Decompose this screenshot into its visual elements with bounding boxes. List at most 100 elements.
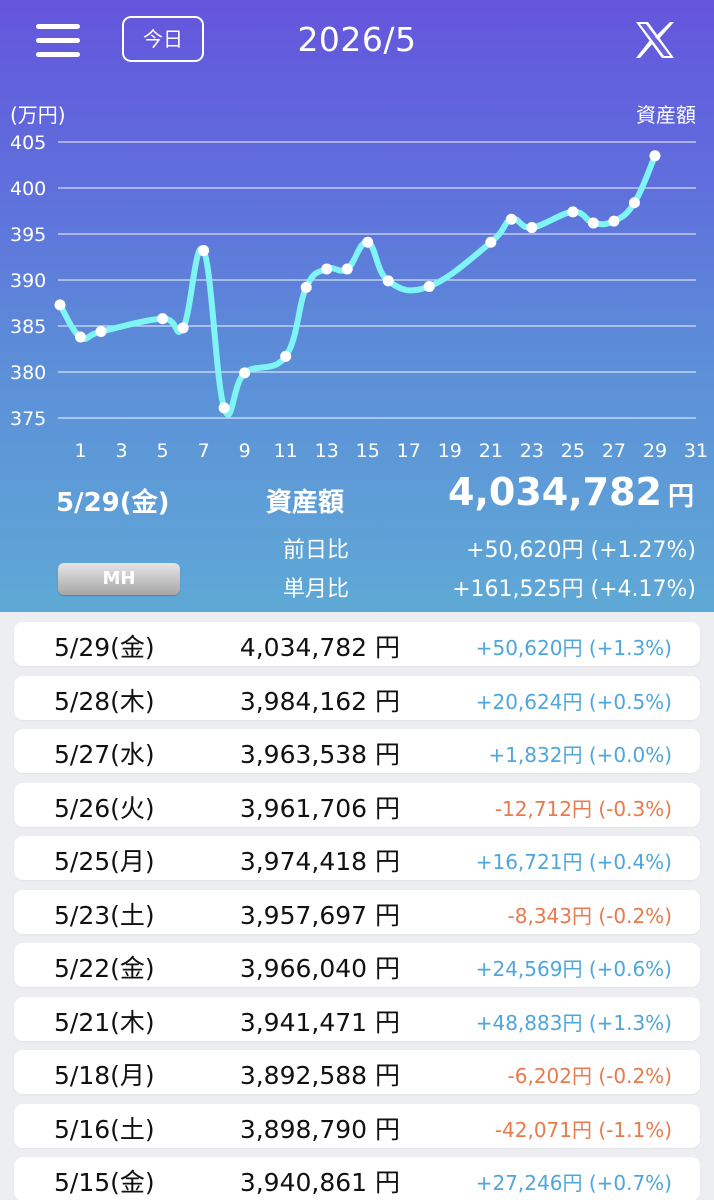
list-item[interactable]: 5/15(金) 3,940,861 円 +27,246円 (+0.7%) <box>14 1157 700 1200</box>
data-point <box>54 299 66 311</box>
data-point <box>567 206 579 218</box>
y-tick-label: 375 <box>10 408 46 430</box>
x-tick-label: 31 <box>684 440 708 460</box>
row-amount: 3,966,040 円 <box>239 954 400 983</box>
list-item[interactable]: 5/22(金) 3,966,040 円 +24,569円 (+0.6%) <box>14 943 700 987</box>
x-tick-label: 3 <box>116 440 128 460</box>
row-diff: -12,712円 (-0.3%) <box>494 796 672 821</box>
row-diff: +20,624円 (+0.5%) <box>475 689 672 714</box>
x-tick-label: 13 <box>315 440 339 460</box>
mh-button[interactable]: MH <box>58 563 180 595</box>
row-date: 5/15(金) <box>54 1168 155 1197</box>
y-tick-labels: 405 400 395 390 385 380 375 <box>10 132 46 430</box>
list-item[interactable]: 5/23(土) 3,957,697 円 -8,343円 (-0.2%) <box>14 889 700 934</box>
x-tick-label: 15 <box>356 440 380 460</box>
x-logo-icon[interactable] <box>634 20 676 60</box>
list-item[interactable]: 5/28(木) 3,984,162 円 +20,624円 (+0.5%) <box>14 675 700 720</box>
x-tick-label: 27 <box>602 440 626 460</box>
x-tick-label: 23 <box>520 440 544 460</box>
data-point <box>95 326 107 338</box>
data-point <box>75 331 87 343</box>
list-item[interactable]: 5/18(月) 3,892,588 円 -6,202円 (-0.2%) <box>14 1050 700 1094</box>
data-point <box>382 275 394 287</box>
row-diff: +16,721円 (+0.4%) <box>475 850 672 874</box>
y-tick-label: 400 <box>10 178 46 200</box>
menu-bar <box>36 24 80 29</box>
prev-day-value: +50,620円 (+1.27%) <box>466 538 696 563</box>
row-date: 5/23(土) <box>54 900 155 930</box>
row-date: 5/22(金) <box>54 954 155 983</box>
data-point <box>608 215 620 227</box>
y-tick-label: 405 <box>10 132 46 154</box>
menu-bar <box>36 52 80 57</box>
menu-bar <box>36 38 80 43</box>
summary-amount: 4,034,782 <box>448 470 662 514</box>
data-point <box>423 280 435 292</box>
row-diff: +50,620円 (+1.3%) <box>475 636 672 660</box>
list-item[interactable]: 5/21(木) 3,941,471 円 +48,883円 (+1.3%) <box>14 996 700 1041</box>
row-date: 5/27(水) <box>54 740 155 769</box>
x-tick-label: 1 <box>74 440 86 460</box>
row-date: 5/18(月) <box>54 1061 155 1090</box>
row-amount: 3,963,538 円 <box>239 740 400 769</box>
data-points <box>54 150 661 414</box>
hero-panel: 今日 2026/5 (万円) 資産額 405 400 395 390 385 380 375… <box>0 0 714 612</box>
row-diff: -42,071円 (-1.1%) <box>494 1117 672 1142</box>
x-tick-label: 11 <box>274 440 298 460</box>
list-item[interactable]: 5/25(月) 3,974,418 円 +16,721円 (+0.4%) <box>14 836 700 880</box>
row-amount: 3,898,790 円 <box>239 1114 400 1144</box>
chart-grid <box>58 141 696 419</box>
data-point <box>526 222 538 234</box>
x-tick-label: 25 <box>561 440 585 460</box>
row-diff: +27,246円 (+0.7%) <box>475 1171 672 1195</box>
daily-asset-list: 5/29(金) 4,034,782 円 +50,620円 (+1.3%) 5/28(木… <box>14 622 700 1200</box>
x-tick-label: 7 <box>198 440 210 460</box>
data-point <box>341 263 353 275</box>
y-tick-label: 395 <box>10 224 46 246</box>
row-diff: +48,883円 (+1.3%) <box>475 1010 672 1035</box>
data-point <box>157 313 169 325</box>
y-tick-label: 385 <box>10 316 46 338</box>
row-amount: 4,034,782 円 <box>239 633 400 662</box>
data-point <box>321 263 333 275</box>
data-point <box>485 236 497 248</box>
x-tick-label: 19 <box>438 440 462 460</box>
x-tick-label: 21 <box>479 440 503 460</box>
row-amount: 3,940,861 円 <box>239 1168 400 1197</box>
data-point <box>239 367 251 379</box>
list-item[interactable]: 5/26(火) 3,961,706 円 -12,712円 (-0.3%) <box>14 782 700 827</box>
list-item[interactable]: 5/29(金) 4,034,782 円 +50,620円 (+1.3%) <box>14 622 700 666</box>
data-point <box>505 213 517 225</box>
row-diff: -8,343円 (-0.2%) <box>507 903 672 928</box>
series-line <box>57 152 658 418</box>
data-point <box>218 402 230 414</box>
data-point <box>198 245 210 257</box>
row-amount: 3,957,697 円 <box>239 900 400 930</box>
x-tick-label: 5 <box>157 440 169 460</box>
month-title: 2026/5 <box>297 20 417 59</box>
row-amount: 3,941,471 円 <box>239 1007 400 1037</box>
row-date: 5/26(火) <box>54 793 155 823</box>
row-date: 5/21(木) <box>54 1007 155 1037</box>
data-point <box>587 217 599 229</box>
today-button[interactable]: 今日 <box>122 16 204 62</box>
row-date: 5/25(月) <box>54 847 155 876</box>
x-tick-label: 17 <box>397 440 421 460</box>
selected-date: 5/29(金) <box>56 488 170 518</box>
summary-label: 資産額 <box>266 488 345 518</box>
row-amount: 3,974,418 円 <box>239 847 400 876</box>
data-point <box>362 236 374 248</box>
y-tick-label: 380 <box>10 362 46 384</box>
hamburger-menu-icon[interactable] <box>36 22 80 58</box>
x-tick-label: 9 <box>239 440 251 460</box>
data-point <box>177 322 189 334</box>
list-item[interactable]: 5/27(水) 3,963,538 円 +1,832円 (+0.0%) <box>14 729 700 773</box>
month-change-value: +161,525円 (+4.17%) <box>452 577 696 602</box>
row-diff: +24,569円 (+0.6%) <box>475 957 672 981</box>
y-tick-label: 390 <box>10 270 46 292</box>
row-diff: -6,202円 (-0.2%) <box>507 1064 672 1088</box>
row-date: 5/29(金) <box>54 633 155 662</box>
summary-yen: 円 <box>667 482 694 512</box>
list-item[interactable]: 5/16(土) 3,898,790 円 -42,071円 (-1.1%) <box>14 1103 700 1148</box>
